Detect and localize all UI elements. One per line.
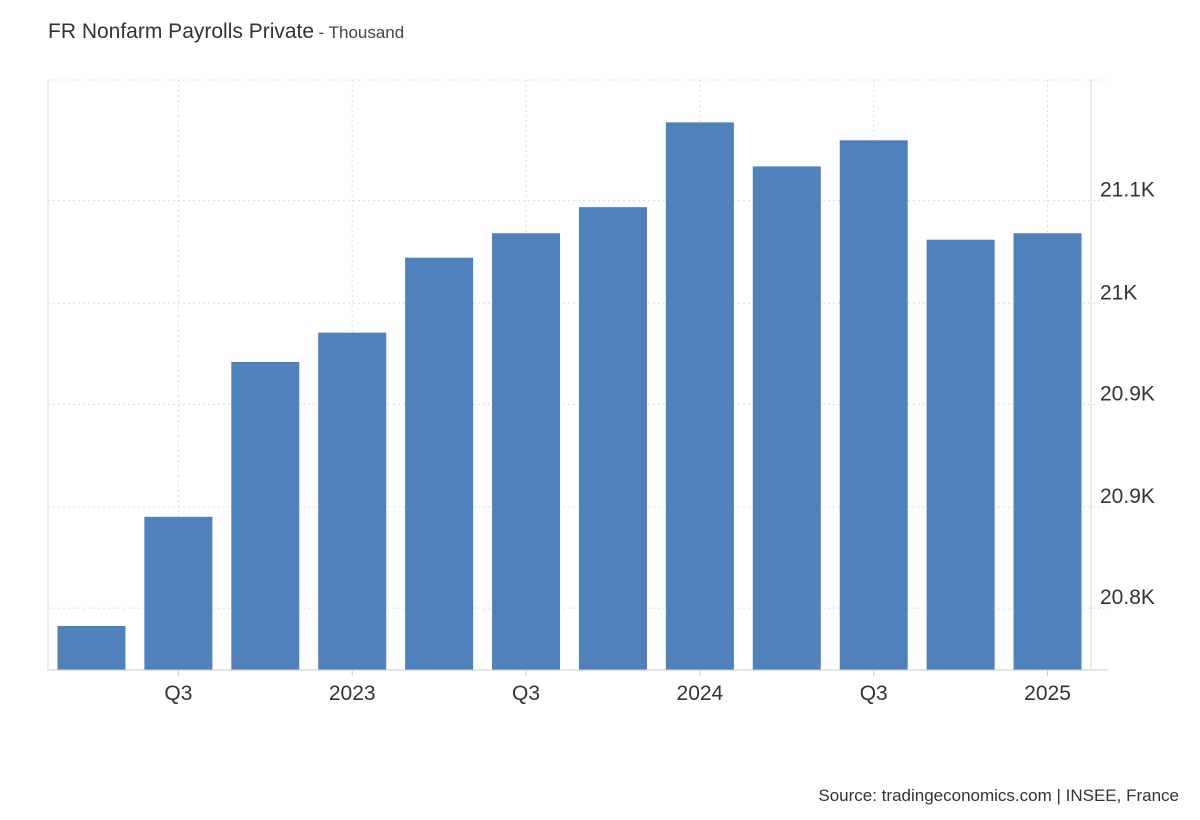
bar — [144, 516, 213, 670]
y-tick-label: 21.1K — [1100, 179, 1155, 202]
x-tick-label: Q3 — [860, 682, 888, 705]
bar — [926, 239, 995, 670]
y-tick-label: 21K — [1100, 281, 1137, 304]
x-tick-label: 2025 — [1024, 682, 1071, 705]
x-tick-label: Q3 — [512, 682, 540, 705]
bar — [665, 122, 734, 671]
source-credit: Source: tradingeconomics.com | INSEE, Fr… — [818, 786, 1179, 805]
bar-chart: 20.8K 20.9K 20.9K 21K 21.1K Q3 2023 Q3 2024 Q3 202… — [47, 79, 1155, 705]
x-tick-label: 2023 — [329, 682, 376, 705]
bar — [57, 625, 126, 670]
bar — [492, 233, 561, 671]
bar — [231, 361, 300, 670]
bar — [578, 207, 647, 670]
x-tick-label: Q3 — [164, 682, 192, 705]
bar — [1013, 233, 1082, 671]
chart-title-row: FR Nonfarm Payrolls Private - Thousand — [48, 20, 404, 44]
bar — [752, 166, 821, 670]
y-tick-label: 20.8K — [1100, 586, 1155, 609]
chart-title: FR Nonfarm Payrolls Private — [48, 20, 315, 43]
y-tick-label: 20.9K — [1100, 382, 1155, 405]
x-tick-label: 2024 — [677, 682, 724, 705]
chart-subtitle: - Thousand — [318, 23, 405, 42]
bar — [839, 140, 908, 671]
bar — [405, 257, 474, 670]
y-tick-label: 20.9K — [1100, 485, 1155, 508]
bar — [318, 332, 387, 670]
